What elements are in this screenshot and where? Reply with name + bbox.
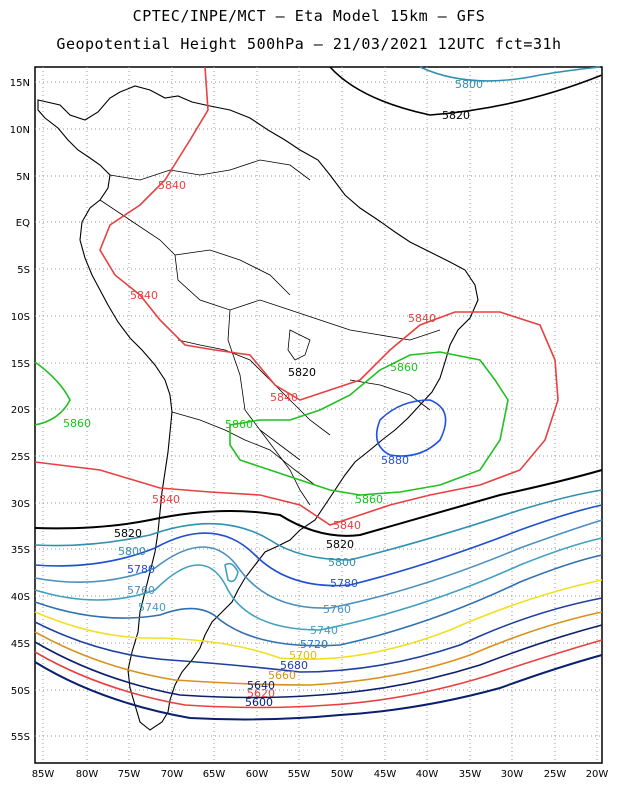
contour-label: 5820	[114, 527, 142, 540]
lat-label: 10N	[10, 125, 30, 136]
contour-label: 5780	[127, 563, 155, 576]
contour-5840-west	[34, 66, 559, 526]
contour-label: 5820	[442, 109, 470, 122]
lat-label: 10S	[11, 312, 30, 323]
lon-label: 30W	[501, 769, 524, 780]
contour-label: 5660	[268, 669, 296, 682]
contour-label: 5820	[326, 538, 354, 551]
contour-label: 5760	[127, 584, 155, 597]
lat-label: 5S	[17, 265, 30, 276]
lon-label: 70W	[161, 769, 184, 780]
lon-label: 25W	[544, 769, 567, 780]
lon-label: 45W	[374, 769, 397, 780]
contour-5880	[375, 399, 447, 457]
contour-label: 5600	[245, 696, 273, 709]
lon-label: 40W	[416, 769, 439, 780]
lon-label: 20W	[586, 769, 609, 780]
contour-label: 5840	[408, 312, 436, 325]
graticule	[35, 67, 602, 763]
contour-5740	[34, 537, 603, 631]
contour-label: 5820	[288, 366, 316, 379]
lon-label: 80W	[76, 769, 99, 780]
contour-5820	[34, 469, 603, 537]
lat-label: 55S	[11, 732, 30, 743]
contour-label: 5840	[333, 519, 361, 532]
contour-5860	[34, 361, 71, 426]
contour-5660	[34, 611, 603, 686]
map-title-line2: Geopotential Height 500hPa – 21/03/2021 …	[56, 35, 562, 53]
contour-closed-5760	[224, 562, 239, 583]
contour-label: 5700	[289, 649, 317, 662]
lat-label: 5N	[16, 172, 30, 183]
contour-5800-north	[419, 66, 601, 82]
contour-label: 5840	[152, 493, 180, 506]
contour-label: 5780	[330, 577, 358, 590]
country-borders	[99, 159, 441, 506]
lon-label: 55W	[288, 769, 311, 780]
lon-label: 65W	[203, 769, 226, 780]
lon-label: 35W	[459, 769, 482, 780]
contour-label: 5840	[158, 179, 186, 192]
lat-label: 45S	[11, 639, 30, 650]
contour-label: 5740	[310, 624, 338, 637]
contour-label: 5840	[130, 289, 158, 302]
contour-5780	[34, 504, 603, 587]
map-title-line1: CPTEC/INPE/MCT – Eta Model 15km – GFS	[132, 7, 486, 25]
contour-5640	[34, 624, 603, 699]
contour-label: 5760	[323, 603, 351, 616]
contour-5760	[34, 519, 603, 609]
lon-label: 85W	[32, 769, 55, 780]
lon-label: 75W	[118, 769, 141, 780]
map-frame	[34, 66, 603, 764]
lat-label: 15S	[11, 359, 30, 370]
contour-label: 5680	[280, 659, 308, 672]
contour-label: 5620	[247, 687, 275, 700]
contour-label: 5840	[270, 391, 298, 404]
contour-label: 5740	[138, 601, 166, 614]
lat-label: 15N	[10, 78, 30, 89]
contour-label: 5860	[355, 493, 383, 506]
contour-label: 5880	[381, 454, 409, 467]
contour-5700	[34, 579, 603, 660]
lat-label: 20S	[11, 405, 30, 416]
lat-label: 35S	[11, 545, 30, 556]
lon-label: 60W	[246, 769, 269, 780]
lon-label: 50W	[331, 769, 354, 780]
contour-label: 5720	[300, 638, 328, 651]
contour-label: 5860	[390, 361, 418, 374]
contour-5680	[34, 597, 603, 673]
south-america-coastline	[37, 85, 479, 731]
contour-label: 5860	[63, 417, 91, 430]
contour-5600	[34, 654, 603, 721]
contour-5720	[34, 554, 603, 647]
contour-5820-north	[329, 66, 603, 116]
lat-label: EQ	[16, 218, 30, 229]
contour-label: 5640	[247, 679, 275, 692]
lat-label: 50S	[11, 686, 30, 697]
lat-label: 25S	[11, 452, 30, 463]
lat-label: 40S	[11, 592, 30, 603]
contour-5620	[34, 639, 603, 709]
contour-label: 5800	[328, 556, 356, 569]
contour-label: 5860	[225, 418, 253, 431]
contour-5860-east	[229, 351, 509, 496]
contour-label: 5800	[118, 545, 146, 558]
lat-label: 30S	[11, 499, 30, 510]
contour-label: 5800	[455, 78, 483, 91]
contour-5800	[34, 489, 603, 561]
